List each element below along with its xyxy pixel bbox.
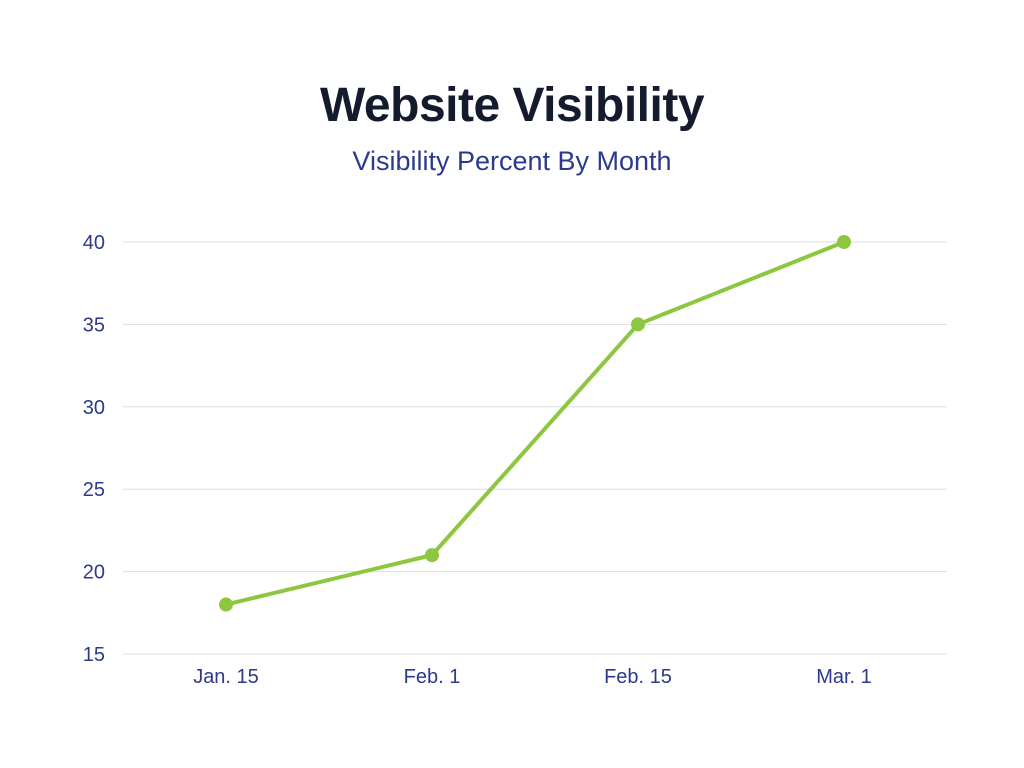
chart-subtitle: Visibility Percent By Month xyxy=(352,146,672,176)
x-tick-label: Feb. 15 xyxy=(604,666,672,688)
x-axis-ticks: Jan. 15 Feb. 1 Feb. 15 Mar. 1 xyxy=(193,666,872,688)
x-tick-label: Feb. 1 xyxy=(404,666,461,688)
grid-lines xyxy=(123,241,947,655)
y-tick-label: 25 xyxy=(83,479,105,501)
y-axis-ticks: 15 20 25 30 35 40 xyxy=(83,232,105,666)
y-tick-label: 30 xyxy=(83,397,105,419)
y-tick-label: 35 xyxy=(83,314,105,336)
y-tick-label: 15 xyxy=(83,644,105,666)
chart-title: Website Visibility xyxy=(319,79,705,132)
data-point xyxy=(837,235,851,249)
y-tick-label: 40 xyxy=(83,232,105,254)
series-visibility xyxy=(219,235,851,612)
data-point xyxy=(631,317,645,332)
series-line xyxy=(224,240,846,607)
data-point xyxy=(219,597,233,612)
x-tick-label: Mar. 1 xyxy=(816,666,872,688)
data-point xyxy=(425,548,439,563)
x-tick-label: Jan. 15 xyxy=(193,666,259,688)
y-tick-label: 20 xyxy=(83,562,105,584)
